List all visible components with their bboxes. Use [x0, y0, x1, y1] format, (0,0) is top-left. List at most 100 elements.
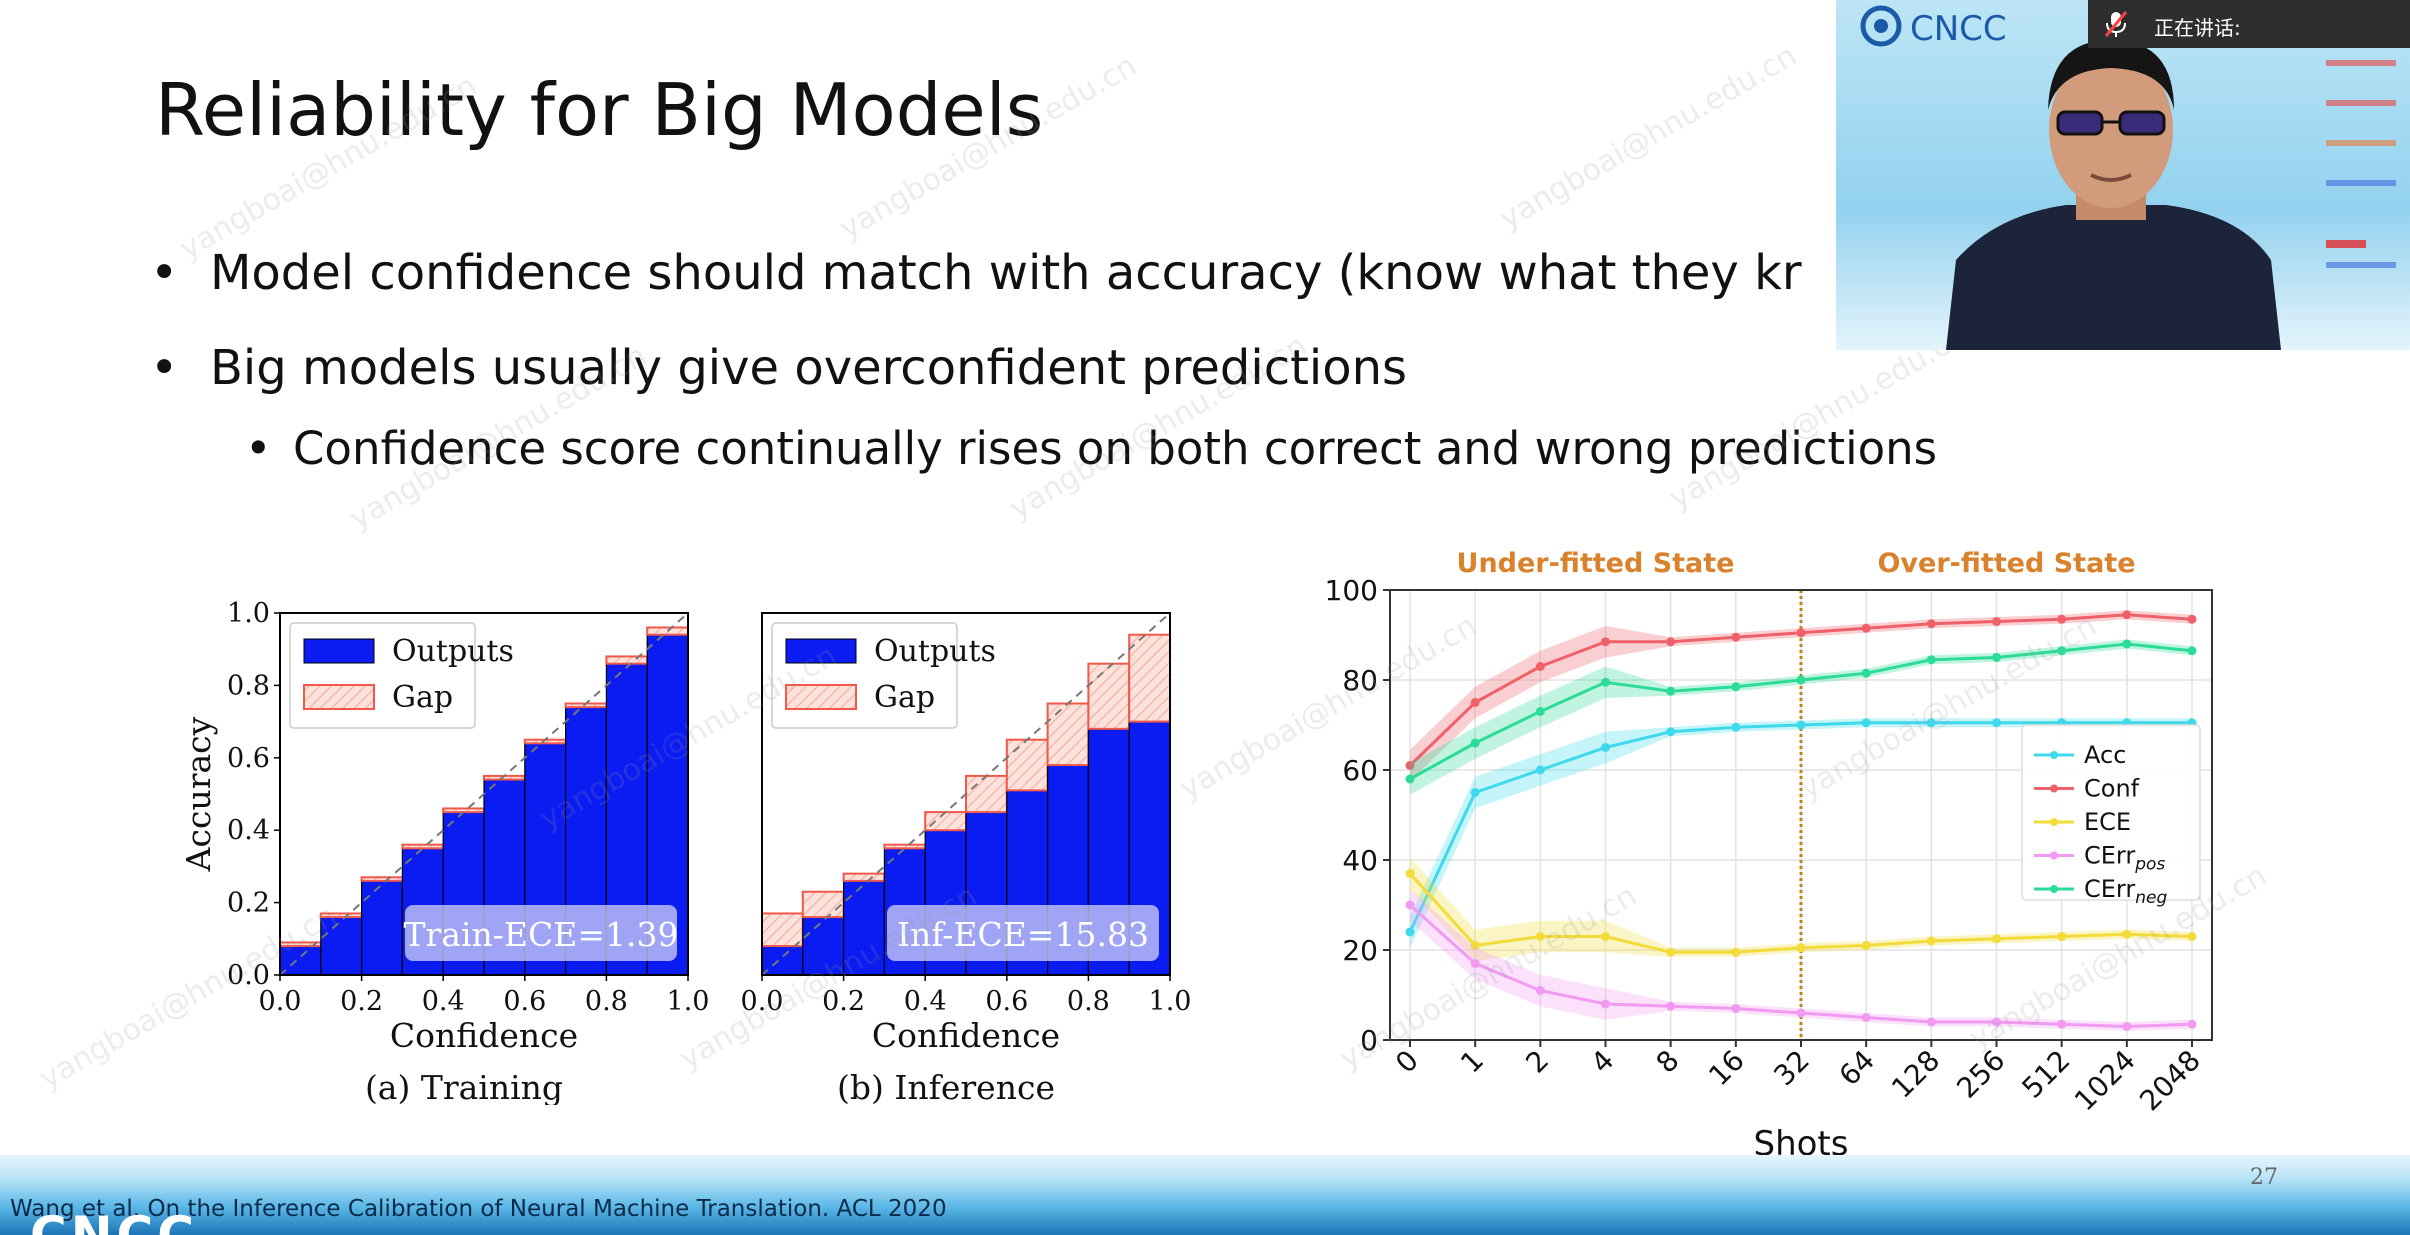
- x-tick-label: 2: [1519, 1044, 1555, 1080]
- bullet-2: • Big models usually give overconfident p…: [150, 340, 1407, 396]
- gap-bar: [883, 843, 927, 850]
- gap-bar: [1128, 633, 1172, 723]
- x-tick-label: 8: [1650, 1044, 1686, 1080]
- reliability-panel-1: Outputs Gap Train-ECE=1.39 0.0 0.2 0.4 0.6 0.8 1…: [179, 598, 709, 1105]
- ece-annotation: Train-ECE=1.39: [404, 915, 679, 954]
- x-tick-label: 1.0: [667, 986, 710, 1017]
- ece-annotation-box: [405, 905, 677, 961]
- y-tick-label: 60: [1342, 754, 1378, 787]
- y-tick-label: 0: [1360, 1024, 1378, 1057]
- legend-label: Acc: [2084, 741, 2126, 769]
- series-conf: [1405, 610, 2197, 782]
- plot-frame: [761, 612, 1171, 976]
- series-point: [2057, 1019, 2067, 1029]
- x-tick-label: 0.2: [340, 986, 383, 1017]
- x-tick-label: 0.4: [904, 986, 947, 1017]
- legend-swatch-point: [2050, 784, 2058, 793]
- series-point: [1731, 722, 1741, 732]
- legend-swatch-point: [2050, 751, 2058, 759]
- ece-annotation: Inf-ECE=15.83: [897, 915, 1149, 954]
- series-point: [2187, 932, 2197, 941]
- series-point: [1405, 927, 1415, 937]
- series-point: [1535, 932, 1545, 941]
- gap-bar: [1046, 702, 1090, 767]
- series-point: [1405, 869, 1415, 878]
- series-point: [2057, 614, 2067, 624]
- reliability-panel-2: Outputs Gap Inf-ECE=15.83 0.0 0.2 0.4 0.6 0.8 1.…: [741, 612, 1191, 1105]
- output-bar: [842, 880, 885, 976]
- side-list-icons: [2326, 60, 2396, 268]
- series-ece: [1405, 857, 2197, 962]
- slide-title: Reliability for Big Models: [155, 68, 1044, 152]
- series-point: [1992, 718, 2001, 728]
- speaker-video[interactable]: CNCC: [1836, 0, 2410, 350]
- series-point: [1535, 765, 1545, 775]
- series-confidence-band: [1410, 889, 2192, 1031]
- muted-mic-icon[interactable]: [2103, 10, 2129, 38]
- gap-bar: [360, 876, 404, 882]
- series-point: [1666, 1001, 1676, 1011]
- y-tick-label: 0.0: [227, 960, 270, 991]
- legend-label: Outputs: [874, 634, 996, 669]
- series-acc: [1405, 718, 2197, 948]
- output-bar: [802, 916, 845, 976]
- x-tick-label: 0: [1389, 1044, 1425, 1080]
- x-tick-label: 2048: [2133, 1044, 2207, 1118]
- series-point: [1992, 653, 2001, 662]
- series-point: [1535, 986, 1545, 995]
- bullet-dot: •: [150, 245, 179, 301]
- series-point: [1731, 947, 1741, 957]
- y-axis-label: Accuracy: [179, 716, 218, 872]
- series-point: [1926, 718, 1936, 728]
- cncc-logo-icon: [1860, 5, 1902, 47]
- perfect-calibration-line: [279, 612, 689, 976]
- x-tick-label: 32: [1767, 1044, 1816, 1093]
- x-tick-label: 0.0: [741, 986, 784, 1017]
- series-point: [1926, 619, 1936, 629]
- perfect-calibration-line: [761, 612, 1171, 976]
- legend-swatch-point: [2050, 885, 2058, 893]
- legend-label: Conf: [2084, 775, 2140, 803]
- y-tick-label: 40: [1342, 844, 1378, 877]
- series-point: [1861, 941, 1871, 950]
- series-point: [1470, 698, 1480, 707]
- series-point: [1992, 934, 2001, 944]
- panel-caption: (b) Inference: [837, 1068, 1055, 1105]
- series-point: [1601, 932, 1610, 941]
- region-label-overfitted: Over-fitted State: [1877, 548, 2135, 579]
- series-point: [1861, 623, 1871, 633]
- x-axis-label: Confidence: [872, 1016, 1060, 1055]
- x-tick-label: 0.0: [259, 986, 302, 1017]
- series-confidence-band: [1410, 610, 2192, 782]
- x-axis-label: Confidence: [390, 1016, 578, 1055]
- series-point: [1470, 788, 1480, 797]
- y-tick-label: 0.8: [227, 670, 270, 701]
- series-point: [2187, 646, 2197, 656]
- legend-swatch-point: [2050, 818, 2058, 826]
- bullet-1-text: Model confidence should match with accur…: [210, 245, 1802, 301]
- series-point: [1796, 628, 1806, 638]
- series-point: [1601, 743, 1610, 752]
- sub-bullet-1-text: Confidence score continually rises on bo…: [293, 422, 1938, 475]
- x-tick-label: 16: [1702, 1044, 1751, 1093]
- series-point: [2122, 610, 2132, 620]
- series-point: [1796, 675, 1806, 685]
- series-point: [1470, 738, 1480, 748]
- series-point: [1601, 637, 1610, 647]
- gap-bar: [801, 890, 845, 919]
- legend-label-subscript: pos: [2134, 855, 2165, 875]
- series-point: [1796, 943, 1806, 953]
- y-tick-label: 100: [1325, 574, 1378, 607]
- series-point: [1405, 774, 1415, 784]
- gap-bar: [965, 774, 1008, 814]
- series-point: [1666, 947, 1676, 957]
- legend-label: Gap: [392, 680, 453, 715]
- series-point: [2057, 646, 2067, 656]
- page-number: 27: [2250, 1165, 2278, 1190]
- legend-swatch-point: [2050, 851, 2058, 860]
- legend-swatch-outputs: [303, 638, 375, 664]
- x-tick-label: 256: [1950, 1044, 2011, 1105]
- series-point: [1470, 959, 1480, 968]
- x-tick-label: 0.6: [985, 986, 1028, 1017]
- series-point: [1731, 1004, 1741, 1013]
